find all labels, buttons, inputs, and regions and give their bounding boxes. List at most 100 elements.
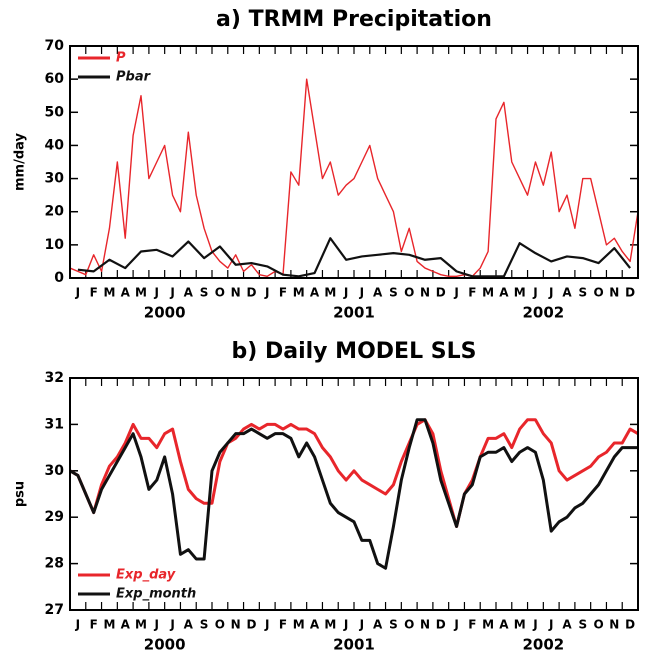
month-label: J — [343, 286, 348, 300]
y-axis-label: psu — [13, 481, 28, 507]
month-label: A — [373, 618, 383, 632]
month-label: F — [90, 618, 98, 632]
month-label: O — [215, 286, 225, 300]
month-label: O — [593, 286, 603, 300]
y-tick-label: 31 — [45, 416, 64, 432]
month-label: S — [200, 618, 209, 632]
month-label: A — [310, 618, 320, 632]
month-label: M — [293, 286, 305, 300]
month-label: M — [103, 286, 115, 300]
y-tick-label: 60 — [45, 71, 65, 87]
month-label: A — [562, 286, 572, 300]
y-tick-label: 70 — [45, 38, 65, 54]
month-label: M — [103, 618, 115, 632]
month-label: S — [389, 618, 398, 632]
month-label: F — [468, 286, 476, 300]
month-label: D — [625, 286, 635, 300]
y-tick-label: 27 — [45, 602, 64, 618]
series-line — [70, 418, 638, 528]
month-label: A — [310, 286, 320, 300]
month-label: M — [293, 618, 305, 632]
series-line — [70, 78, 638, 278]
month-label: N — [231, 286, 241, 300]
month-label: M — [482, 618, 494, 632]
series-line — [77, 237, 631, 278]
month-label: S — [578, 286, 587, 300]
month-label: S — [389, 286, 398, 300]
month-label: J — [359, 286, 364, 300]
month-label: M — [482, 286, 494, 300]
month-label: A — [121, 618, 131, 632]
month-label: J — [453, 618, 458, 632]
y-tick-label: 28 — [45, 556, 64, 572]
year-label: 2002 — [522, 304, 564, 322]
month-label: J — [548, 286, 553, 300]
month-label: N — [420, 286, 430, 300]
month-label: N — [609, 618, 619, 632]
month-label: D — [246, 286, 256, 300]
month-label: A — [562, 618, 572, 632]
month-label: J — [548, 618, 553, 632]
month-label: A — [184, 618, 194, 632]
y-tick-label: 20 — [45, 204, 65, 220]
month-label: O — [404, 618, 414, 632]
y-tick-label: 30 — [45, 171, 65, 187]
legend-label: Exp_month — [116, 587, 196, 602]
y-tick-label: 50 — [45, 104, 65, 120]
legend-label: P — [116, 51, 126, 66]
month-label: F — [279, 618, 287, 632]
month-label: F — [279, 286, 287, 300]
month-label: A — [184, 286, 194, 300]
month-label: M — [324, 286, 336, 300]
chart-title: a) TRMM Precipitation — [216, 7, 492, 32]
month-label: A — [373, 286, 383, 300]
month-label: J — [359, 618, 364, 632]
month-label: F — [468, 618, 476, 632]
y-tick-label: 0 — [54, 270, 64, 286]
month-label: J — [154, 618, 159, 632]
month-label: O — [215, 618, 225, 632]
month-label: J — [169, 618, 174, 632]
year-label: 2000 — [144, 636, 186, 654]
y-tick-label: 40 — [45, 137, 65, 153]
month-label: F — [90, 286, 98, 300]
month-label: M — [514, 618, 526, 632]
month-label: D — [625, 618, 635, 632]
month-label: J — [532, 618, 537, 632]
month-label: N — [420, 618, 430, 632]
month-label: J — [75, 618, 80, 632]
plot-frame — [69, 377, 639, 611]
y-tick-label: 30 — [45, 463, 65, 479]
y-axis-label: mm/day — [13, 132, 28, 191]
month-label: A — [121, 286, 131, 300]
month-label: M — [135, 286, 147, 300]
chart-title: b) Daily MODEL SLS — [232, 339, 477, 364]
month-label: D — [436, 286, 446, 300]
month-label: J — [343, 618, 348, 632]
month-label: M — [514, 286, 526, 300]
legend-label: Pbar — [116, 70, 152, 85]
month-label: M — [324, 618, 336, 632]
month-label: J — [154, 286, 159, 300]
month-label: J — [169, 286, 174, 300]
month-label: D — [246, 618, 256, 632]
legend-label: Exp_day — [116, 568, 176, 583]
month-label: N — [231, 618, 241, 632]
series-line — [70, 418, 638, 570]
month-label: J — [264, 286, 269, 300]
month-label: M — [135, 618, 147, 632]
month-label: J — [264, 618, 269, 632]
month-label: J — [453, 286, 458, 300]
month-label: J — [75, 286, 80, 300]
year-label: 2002 — [522, 636, 564, 654]
y-tick-label: 10 — [45, 237, 65, 253]
year-label: 2000 — [144, 304, 186, 322]
y-tick-label: 29 — [45, 509, 64, 525]
month-label: N — [609, 286, 619, 300]
month-label: J — [532, 286, 537, 300]
month-label: D — [436, 618, 446, 632]
plot-frame — [69, 45, 639, 279]
month-label: A — [499, 286, 509, 300]
month-label: O — [593, 618, 603, 632]
